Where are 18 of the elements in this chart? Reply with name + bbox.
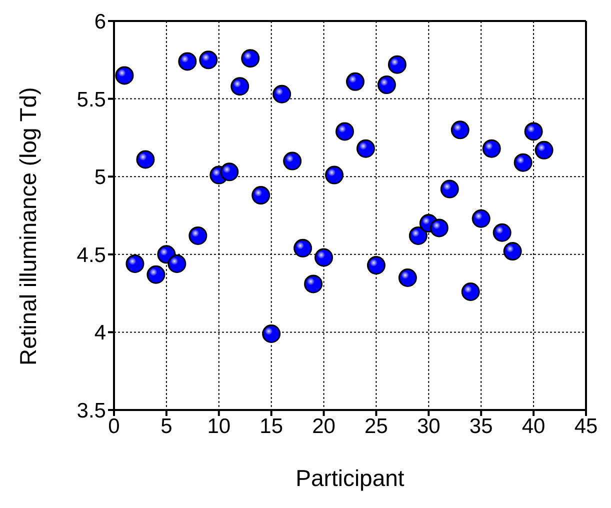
x-tick-label: 45: [574, 414, 598, 438]
x-tick-label: 15: [260, 414, 284, 438]
x-tick-label: 25: [364, 414, 388, 438]
x-tick-label: 10: [207, 414, 231, 438]
y-tick-label: 6: [94, 10, 106, 34]
x-tick-label: 30: [416, 414, 440, 438]
x-tick-label: 0: [108, 414, 120, 438]
y-tick-label: 5: [94, 166, 106, 190]
x-tick-label: 35: [469, 414, 493, 438]
y-tick-label: 5.5: [76, 88, 106, 112]
y-tick-label: 3.5: [76, 399, 106, 422]
y-tick-label: 4: [94, 322, 106, 345]
x-tick-label: 40: [522, 414, 546, 438]
y-axis-title: Retinal illuminance (log Td): [15, 87, 42, 366]
y-tick-label: 4.5: [76, 244, 106, 267]
x-tick-label: 20: [312, 414, 336, 438]
x-tick-label: 5: [160, 414, 172, 438]
x-axis-title: Participant: [296, 465, 405, 491]
